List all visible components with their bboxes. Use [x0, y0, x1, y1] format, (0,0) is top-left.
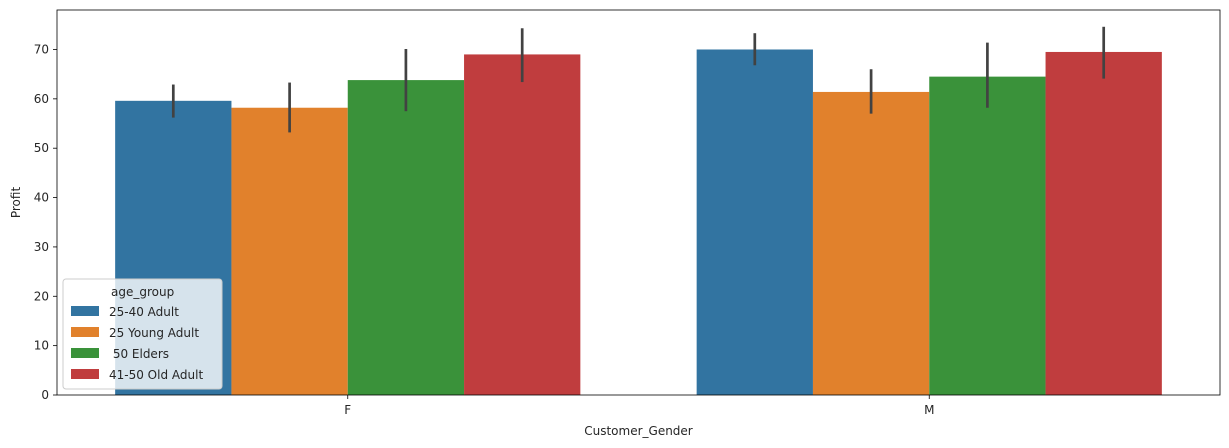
legend-swatch-2 [71, 348, 99, 358]
y-axis-label: Profit [9, 187, 23, 219]
bar-F-3 [464, 54, 581, 396]
y-tick-label: 0 [41, 388, 49, 402]
legend-swatch-3 [71, 369, 99, 379]
bar-M-3 [1045, 51, 1162, 395]
plot-frame [56, 9, 1221, 396]
y-axis: 0 10 20 30 40 50 60 70 [34, 42, 57, 402]
bar-M-0 [696, 49, 813, 395]
bar-F-1 [231, 107, 348, 395]
legend-swatch-0 [71, 306, 99, 316]
x-tick-label: F [344, 403, 351, 417]
legend-label-2: 50 Elders [109, 347, 169, 361]
legend: age_group 25-40 Adult 25 Young Adult 50 E… [62, 278, 223, 390]
legend-label-3: 41-50 Old Adult [109, 368, 203, 382]
legend-label-1: 25 Young Adult [109, 326, 199, 340]
y-tick-label: 70 [34, 42, 49, 56]
legend-label-0: 25-40 Adult [109, 305, 179, 319]
bars [115, 49, 1162, 396]
bar-F-2 [347, 80, 465, 395]
x-tick-label: M [924, 403, 934, 417]
bar-M-1 [812, 91, 930, 395]
y-tick-label: 30 [34, 240, 49, 254]
y-tick-label: 60 [34, 92, 49, 106]
y-tick-label: 20 [34, 289, 49, 303]
error-bars [171, 26, 1106, 133]
legend-swatch-1 [71, 327, 99, 337]
x-axis-label: Customer_Gender [584, 424, 693, 438]
legend-title: age_group [111, 285, 174, 299]
legend-box [62, 278, 223, 390]
bar-M-2 [929, 76, 1046, 395]
y-tick-label: 40 [34, 191, 49, 205]
y-tick-label: 10 [34, 339, 49, 353]
y-tick-label: 50 [34, 141, 49, 155]
